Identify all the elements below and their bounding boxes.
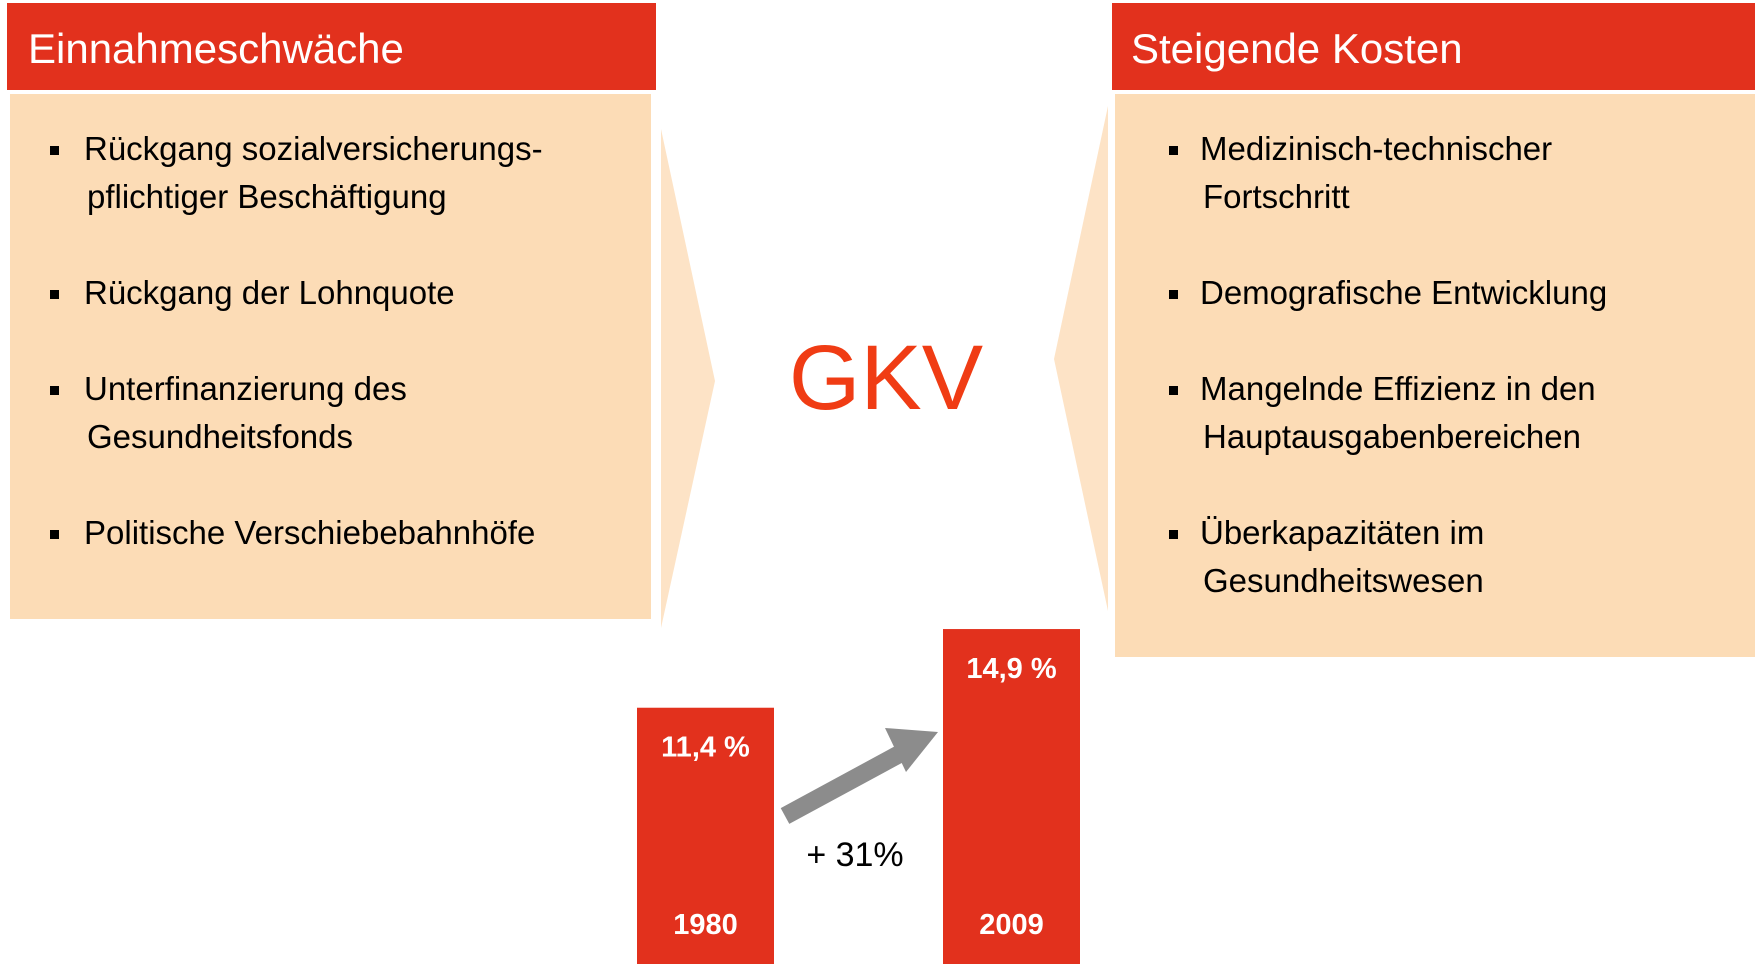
bullet-text: Mangelnde Effizienz in den: [1200, 370, 1596, 407]
left-header: [7, 3, 656, 90]
bar-category-label: 1980: [673, 909, 738, 941]
bullet: [1169, 290, 1178, 299]
bullet-text: Hauptausgabenbereichen: [1203, 418, 1581, 455]
right-panel: [1115, 94, 1755, 657]
right-header: [1112, 3, 1755, 90]
bullet-text: Rückgang der Lohnquote: [84, 274, 455, 311]
bar: [943, 629, 1080, 964]
bullet-text: Gesundheitsfonds: [87, 418, 353, 455]
bullet-text: Rückgang sozialversicherungs-: [84, 130, 543, 167]
bullet-text: Medizinisch-technischer: [1200, 130, 1552, 167]
left-panel: [10, 94, 651, 619]
bullet-text: Fortschritt: [1203, 178, 1350, 215]
bullet-text: Unterfinanzierung des: [84, 370, 407, 407]
left-title: Einnahmeschwäche: [28, 25, 404, 72]
bullet: [50, 530, 59, 539]
right-title: Steigende Kosten: [1131, 25, 1463, 72]
bullet: [1169, 386, 1178, 395]
bullet: [50, 386, 59, 395]
bar-value-label: 14,9 %: [966, 653, 1056, 685]
bullet: [1169, 146, 1178, 155]
bullet-text: Politische Verschiebebahnhöfe: [84, 514, 535, 551]
left-chevron: [661, 129, 715, 628]
arrow-shaft: [780, 743, 910, 824]
bullet: [1169, 530, 1178, 539]
center-label: GKV: [789, 327, 983, 429]
arrow-head: [885, 728, 938, 772]
change-label: + 31%: [806, 836, 903, 874]
bullet: [50, 146, 59, 155]
bar: [637, 707, 774, 964]
bullet: [50, 290, 59, 299]
bullet-text: Überkapazitäten im: [1200, 514, 1484, 551]
right-chevron: [1054, 106, 1108, 611]
bullet-text: pflichtiger Beschäftigung: [87, 178, 447, 215]
bar-value-label: 11,4 %: [661, 732, 750, 764]
bullet-text: Demografische Entwicklung: [1200, 274, 1607, 311]
bullet-text: Gesundheitswesen: [1203, 562, 1484, 599]
growth-arrow: [780, 728, 938, 824]
bar-category-label: 2009: [979, 909, 1044, 941]
